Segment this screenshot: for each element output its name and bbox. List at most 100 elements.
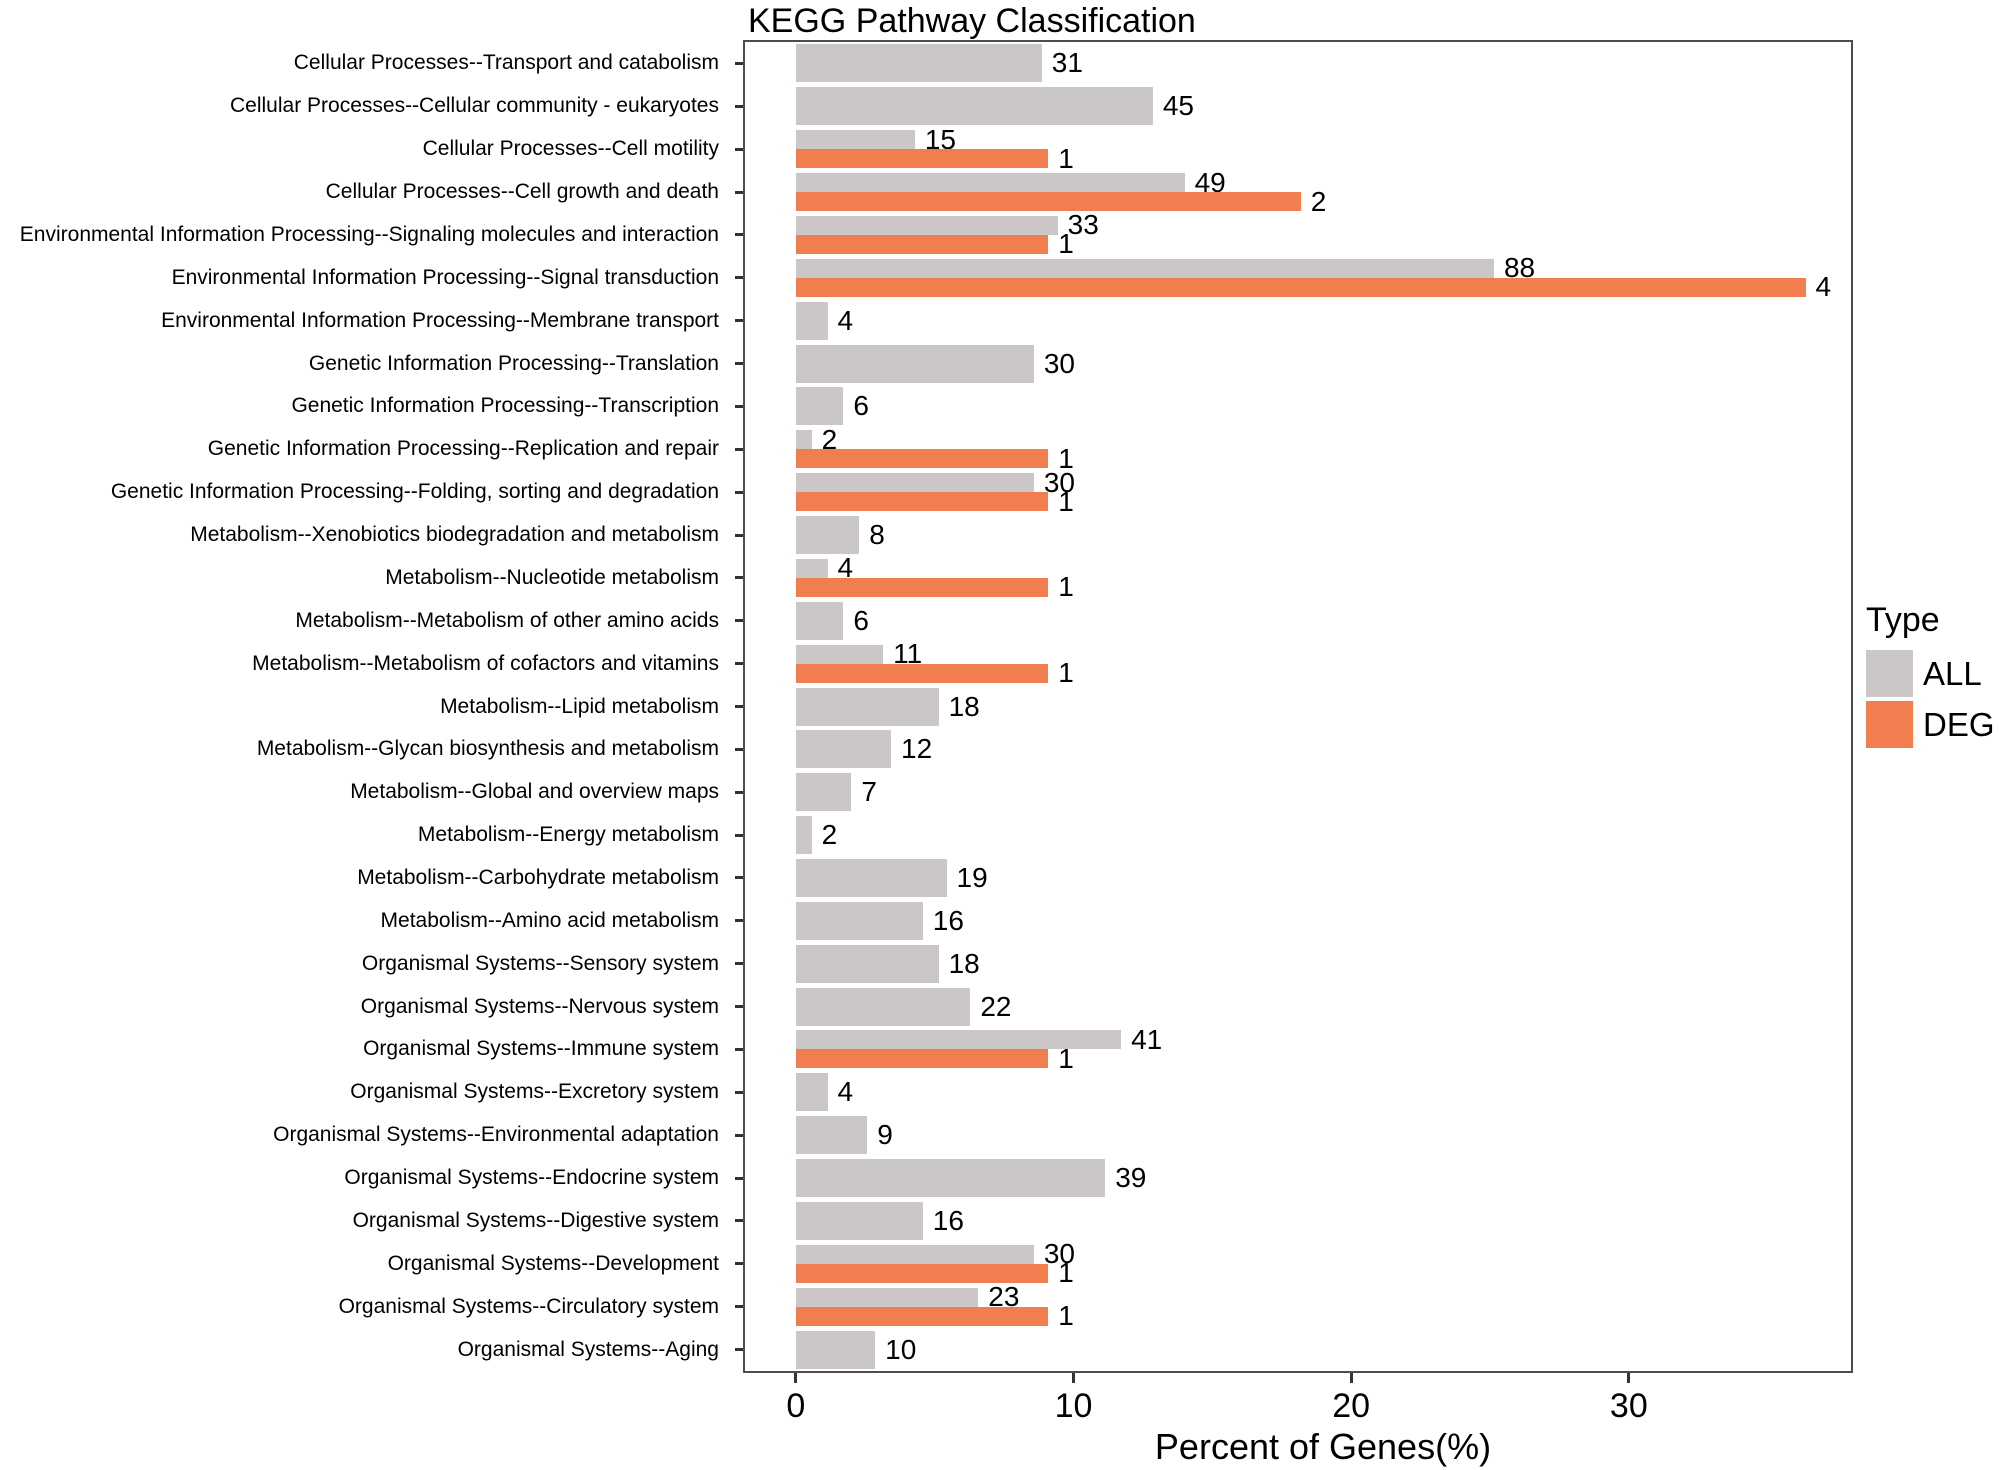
chart-title: KEGG Pathway Classification [748, 2, 1196, 40]
legend-label-all: ALL [1923, 654, 1982, 692]
x-tick [794, 1373, 798, 1383]
bar-all [795, 1201, 923, 1240]
bar-value-label: 22 [980, 990, 1012, 1022]
bar-deg [795, 192, 1301, 212]
y-tick [735, 1262, 743, 1266]
bar-deg [795, 149, 1049, 169]
bar-all [795, 173, 1185, 193]
bar-deg [795, 234, 1049, 254]
bar-value-label: 49 [1194, 166, 1226, 198]
category-label: Organismal Systems--Aging [457, 1337, 719, 1361]
bar-all [795, 44, 1042, 83]
category-label: Organismal Systems--Digestive system [352, 1208, 719, 1232]
x-tick-label: 30 [1609, 1387, 1648, 1425]
x-tick-label: 0 [786, 1387, 806, 1425]
bar-value-label: 88 [1503, 252, 1536, 284]
category-label: Environmental Information Processing--Me… [161, 308, 719, 332]
category-label: Genetic Information Processing--Translat… [308, 351, 719, 375]
bar-all [795, 1330, 876, 1369]
category-label: Metabolism--Energy metabolism [417, 823, 719, 847]
bar-value-label: 7 [861, 776, 877, 808]
bar-all [795, 644, 884, 664]
bar-deg [795, 1306, 1049, 1326]
category-label: Environmental Information Processing--Si… [19, 222, 719, 246]
bar-value-label: 19 [956, 861, 988, 893]
bar-value-label: 18 [948, 947, 980, 979]
category-label: Organismal Systems--Nervous system [360, 994, 719, 1018]
legend-swatch-all [1866, 650, 1913, 697]
bar-value-label: 30 [1043, 1238, 1075, 1270]
category-label: Organismal Systems--Environmental adapta… [273, 1123, 719, 1147]
bar-value-label: 9 [877, 1119, 893, 1151]
category-label: Organismal Systems--Development [387, 1251, 719, 1275]
bar-all [795, 1159, 1106, 1198]
category-label: Metabolism--Glycan biosynthesis and meta… [256, 737, 719, 761]
bar-all [795, 344, 1034, 383]
legend-title: Type [1866, 601, 1940, 639]
bar-all [795, 773, 852, 812]
category-label: Cellular Processes--Cell motility [422, 137, 719, 161]
bar-value-label: 1 [1058, 228, 1074, 260]
category-label: Genetic Information Processing--Folding,… [110, 480, 719, 504]
bar-value-label: 4 [837, 304, 854, 336]
y-tick [735, 833, 743, 837]
category-label: Organismal Systems--Sensory system [361, 951, 719, 975]
x-tick-label: 20 [1332, 1387, 1371, 1425]
bar-all [795, 901, 923, 940]
bar-all [795, 816, 812, 855]
legend-swatch-deg [1866, 701, 1913, 748]
bar-deg [795, 1263, 1049, 1283]
bar-value-label: 41 [1131, 1023, 1163, 1055]
bar-all [795, 215, 1058, 235]
bar-all [795, 558, 828, 578]
bar-value-label: 4 [837, 552, 854, 584]
bar-all [795, 516, 860, 555]
y-tick [735, 190, 743, 194]
category-label: Organismal Systems--Circulatory system [338, 1294, 719, 1318]
y-tick [735, 319, 743, 323]
y-tick [735, 662, 743, 666]
category-label: Metabolism--Carbohydrate metabolism [357, 865, 719, 889]
y-tick [735, 490, 743, 494]
bar-value-label: 31 [1051, 47, 1083, 79]
bar-value-label: 39 [1115, 1162, 1147, 1194]
category-label: Environmental Information Processing--Si… [171, 265, 719, 289]
bar-value-label: 4 [837, 1076, 854, 1108]
category-label: Metabolism--Metabolism of cofactors and … [252, 651, 719, 675]
bar-value-label: 1 [1058, 571, 1074, 603]
bar-value-label: 16 [932, 904, 964, 936]
bar-value-label: 30 [1043, 466, 1075, 498]
bar-value-label: 1 [1058, 485, 1074, 517]
category-label: Metabolism--Global and overview maps [350, 780, 719, 804]
legend-entry-deg: DEG [1866, 701, 2000, 748]
bar-value-label: 1 [1058, 1300, 1074, 1332]
bar-value-label: 2 [1310, 185, 1327, 217]
bar-deg [795, 663, 1049, 683]
y-tick [735, 362, 743, 366]
category-label: Organismal Systems--Immune system [363, 1037, 719, 1061]
category-label: Cellular Processes--Transport and catabo… [293, 51, 719, 75]
bar-value-label: 6 [853, 604, 869, 636]
x-tick [1349, 1373, 1353, 1383]
category-label: Metabolism--Nucleotide metabolism [385, 565, 719, 589]
y-tick [735, 404, 743, 408]
bar-all [795, 258, 1494, 278]
bar-deg [795, 1049, 1049, 1069]
bar-value-label: 15 [924, 123, 956, 155]
y-tick [735, 276, 743, 280]
bar-all [795, 858, 947, 897]
category-label: Metabolism--Metabolism of other amino ac… [295, 608, 719, 632]
category-label: Genetic Information Processing--Replicat… [207, 437, 719, 461]
y-tick [735, 1005, 743, 1009]
bar-all [795, 987, 971, 1026]
y-tick [735, 705, 743, 708]
bar-value-label: 10 [885, 1333, 917, 1365]
bar-value-label: 18 [948, 690, 980, 722]
x-tick [1071, 1373, 1075, 1383]
x-tick-label: 10 [1054, 1387, 1093, 1425]
bar-all [795, 944, 939, 983]
y-tick [735, 876, 743, 880]
y-axis-labels: Cellular Processes--Transport and catabo… [0, 42, 735, 1371]
bar-value-label: 1 [1058, 657, 1074, 689]
